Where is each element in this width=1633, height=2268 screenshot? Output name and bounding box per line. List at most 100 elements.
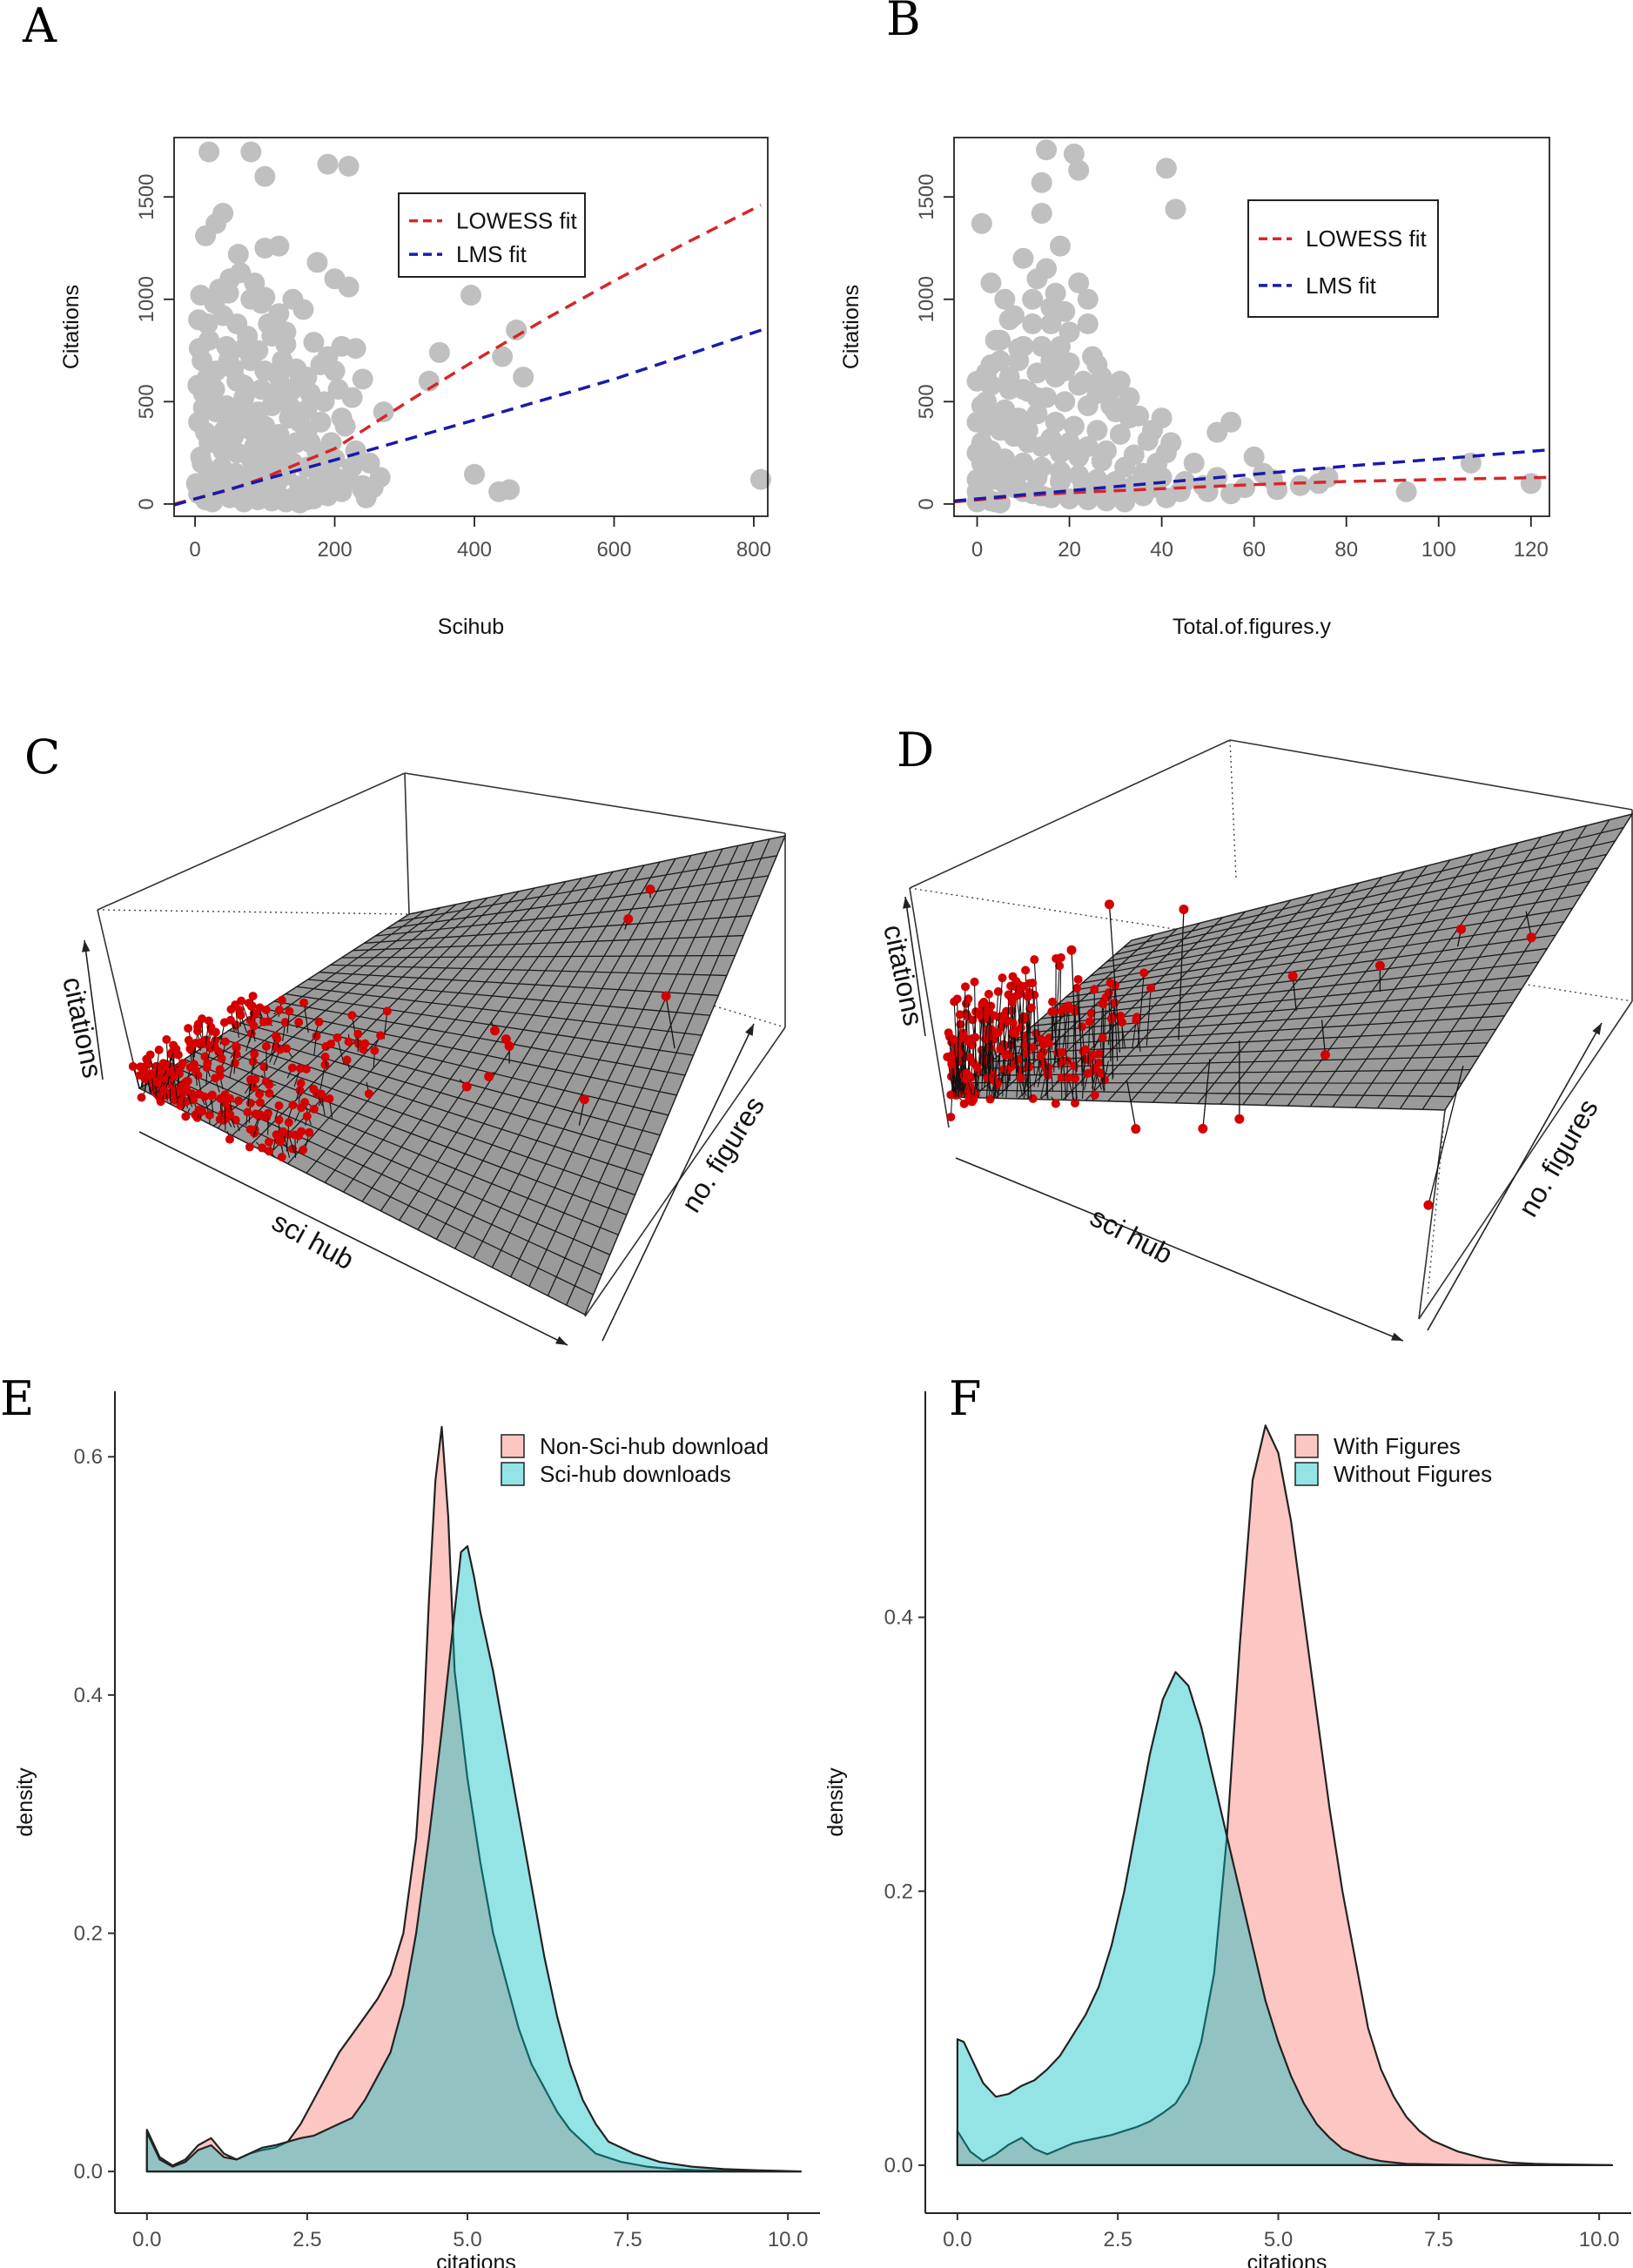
drop-line-d-231 [1102, 1037, 1105, 1091]
drop-line-extra-d-1 [1108, 904, 1121, 1053]
data-point-a-0 [198, 141, 220, 163]
data-point-a-137 [188, 338, 210, 360]
x-axis-label-a: Scihub [438, 615, 504, 639]
data-point-3d-c-61 [305, 1127, 314, 1137]
data-point-3d-d-217 [1072, 983, 1082, 993]
data-point-b-123 [1058, 321, 1080, 343]
data-point-b-72 [1243, 446, 1265, 468]
data-point-3d-c-238 [158, 1086, 168, 1095]
box-edge-d-0 [909, 739, 1231, 889]
data-point-3d-d-92 [1055, 961, 1065, 971]
data-point-a-145 [296, 367, 318, 388]
data-point-3d-d-218 [1088, 1050, 1098, 1060]
data-point-a-129 [320, 477, 342, 499]
data-point-a-148 [341, 387, 363, 408]
data-point-b-19 [1022, 313, 1044, 334]
axis-arrowhead-c-0 [555, 1336, 568, 1345]
data-point-3d-d-141 [1079, 1047, 1088, 1056]
data-point-3d-c-64 [225, 1134, 234, 1144]
data-point-3d-extra-c-2 [661, 991, 671, 1001]
data-point-a-103 [190, 446, 212, 468]
data-point-3d-c-86 [299, 1145, 308, 1154]
data-point-3d-d-117 [961, 982, 971, 992]
data-point-b-54 [1109, 423, 1131, 445]
drop-line-d-233 [988, 993, 994, 1068]
data-point-3d-d-102 [956, 1020, 965, 1029]
data-point-b-130 [1183, 452, 1205, 474]
data-point-b-161 [1086, 354, 1108, 375]
density-area-e-1 [145, 1545, 802, 2173]
data-point-3d-c-43 [280, 1018, 290, 1027]
data-point-b-136 [998, 411, 1020, 433]
y-tick-label-b-2: 1000 [915, 276, 938, 322]
data-point-3d-d-237 [947, 1060, 957, 1069]
grid-line-u-c-21 [528, 845, 739, 1287]
axis-label-sci-hub-d: sci hub [1085, 1201, 1178, 1269]
data-point-3d-d-154 [964, 1037, 973, 1047]
data-point-3d-c-214 [326, 1040, 336, 1049]
data-point-3d-c-256 [249, 1021, 259, 1031]
data-point-3d-c-233 [218, 1094, 227, 1103]
grid-line-u-d-19 [1377, 831, 1565, 1109]
data-point-3d-c-87 [220, 1037, 230, 1047]
axis-arrowhead-c-1 [745, 1024, 754, 1036]
legend-label-f-0: With Figures [1334, 1433, 1461, 1459]
data-point-3d-c-179 [290, 1130, 299, 1140]
data-point-3d-c-154 [263, 1017, 272, 1026]
data-point-3d-c-147 [320, 1060, 330, 1069]
data-point-b-2 [1068, 159, 1090, 181]
data-point-3d-d-161 [1096, 1068, 1105, 1078]
grid-line-v-c-21 [375, 895, 761, 937]
data-point-3d-c-210 [353, 1029, 363, 1039]
data-point-3d-extra-d-6 [1374, 960, 1385, 971]
data-point-a-4 [338, 155, 360, 177]
data-point-3d-c-142 [226, 1005, 236, 1014]
data-point-3d-d-214 [1026, 1003, 1036, 1013]
data-point-b-116 [966, 442, 988, 464]
data-point-3d-d-64 [1086, 1008, 1096, 1018]
data-point-a-68 [499, 479, 521, 501]
data-point-3d-c-213 [277, 1153, 286, 1162]
data-point-3d-c-26 [309, 1104, 319, 1114]
data-point-3d-c-41 [211, 1073, 220, 1083]
drop-line-extra-d-11 [1428, 1066, 1464, 1206]
data-point-3d-d-78 [964, 994, 973, 1004]
data-point-3d-d-96 [944, 1028, 953, 1038]
drop-line-d-141 [1081, 1051, 1085, 1087]
data-point-a-158 [299, 432, 321, 454]
data-point-3d-d-234 [1001, 1051, 1011, 1060]
data-point-3d-c-236 [274, 1100, 284, 1110]
data-point-b-141 [1095, 440, 1117, 461]
data-point-3d-d-191 [975, 1011, 985, 1020]
data-point-3d-c-4 [258, 1143, 267, 1153]
data-point-3d-c-95 [297, 1103, 306, 1113]
drop-line-d-226 [1020, 986, 1025, 1056]
data-point-a-65 [513, 367, 534, 388]
data-point-b-53 [1086, 420, 1108, 441]
data-point-a-34 [268, 367, 290, 388]
data-point-3d-d-232 [1008, 1028, 1018, 1038]
data-point-3d-d-197 [1016, 1073, 1025, 1083]
grid-line-v-d-21 [1123, 826, 1624, 948]
data-point-a-136 [187, 374, 209, 396]
data-point-3d-extra-c-1 [579, 1094, 589, 1105]
data-point-3d-d-181 [998, 973, 1007, 983]
x-tick-label-e-0: 0.0 [132, 2228, 161, 2251]
data-point-b-121 [1022, 288, 1044, 310]
data-point-3d-c-135 [248, 992, 258, 1001]
data-point-3d-c-151 [265, 1080, 274, 1089]
grid-line-v-d-17 [1090, 880, 1590, 977]
legend-label-f-1: Without Figures [1334, 1461, 1492, 1487]
drop-line-c-253 [156, 1049, 160, 1078]
data-point-3d-extra-c-8 [623, 914, 634, 925]
data-point-a-171 [268, 303, 290, 325]
data-point-b-139 [1058, 432, 1080, 454]
data-point-3d-c-253 [154, 1045, 164, 1054]
data-point-b-13 [980, 272, 1002, 293]
data-point-3d-c-153 [231, 1115, 240, 1125]
y-tick-label-e-1: 0.2 [74, 1921, 103, 1945]
data-point-b-120 [998, 309, 1020, 331]
grid-line-u-d-12 [1220, 871, 1406, 1105]
data-point-3d-extra-d-3 [1131, 1124, 1141, 1134]
axis-arrowhead-d-2 [903, 897, 911, 909]
